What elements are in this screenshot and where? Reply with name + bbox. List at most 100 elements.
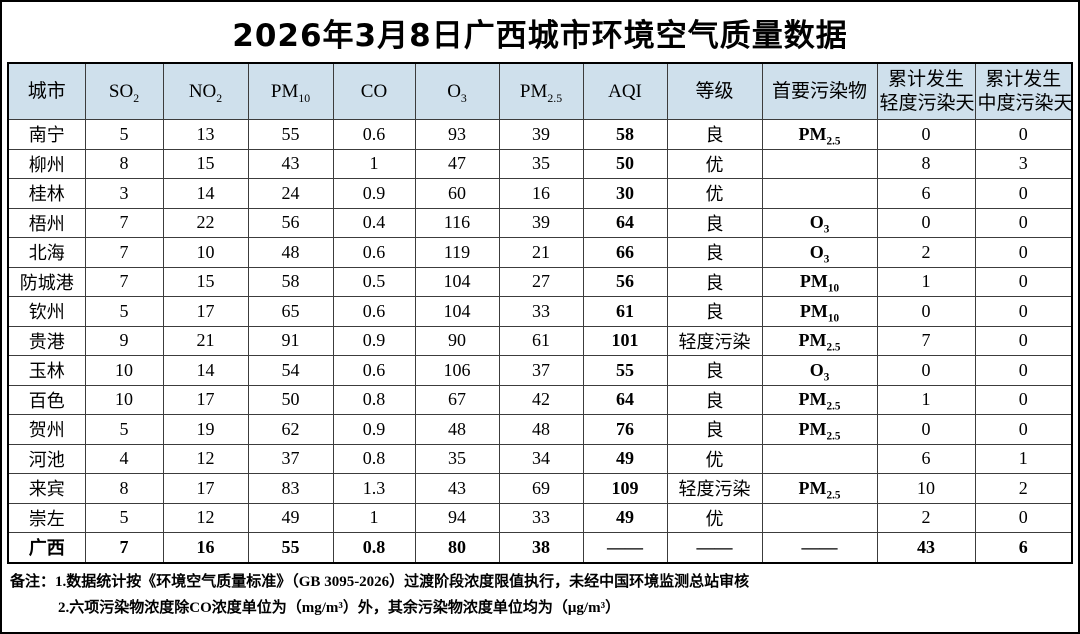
cell-light_days: 2 [876, 237, 976, 268]
cell-aqi: 109 [582, 473, 668, 504]
column-header-3: PM10 [247, 62, 334, 120]
cell-mid_days: 0 [974, 178, 1073, 209]
cell-pm25: 39 [498, 119, 584, 150]
cell-light_days: 1 [876, 384, 976, 415]
cell-city: 桂林 [7, 178, 86, 209]
cell-light_days: 10 [876, 473, 976, 504]
cell-pollutant: PM2.5 [761, 473, 878, 504]
cell-pm25: 37 [498, 355, 584, 386]
cell-city: 北海 [7, 237, 86, 268]
cell-co: 0.4 [332, 207, 416, 238]
cell-pm10: 55 [247, 119, 334, 150]
table-row: 河池 4 12 37 0.8 35 34 49 优 6 1 [7, 443, 1073, 474]
cell-o3: 116 [414, 207, 500, 238]
cell-aqi: 58 [582, 119, 668, 150]
column-header-9: 首要污染物 [761, 62, 878, 120]
column-header-7: AQI [582, 62, 668, 120]
cell-city: 玉林 [7, 355, 86, 386]
cell-light_days: 6 [876, 178, 976, 209]
cell-pollutant: PM2.5 [761, 414, 878, 445]
column-header-5: O3 [414, 62, 500, 120]
cell-co: 0.5 [332, 266, 416, 297]
cell-pm25: 69 [498, 473, 584, 504]
cell-co: 0.8 [332, 384, 416, 415]
cell-grade: 优 [666, 443, 763, 474]
cell-mid_days: 0 [974, 502, 1073, 533]
footnotes: 备注：1.数据统计按《环境空气质量标准》（GB 3095-2026）过渡阶段浓度… [10, 569, 1070, 622]
table-row: 北海 7 10 48 0.6 119 21 66 良 O3 2 0 [7, 237, 1073, 268]
cell-no2: 10 [162, 237, 249, 268]
cell-city: 贺州 [7, 414, 86, 445]
cell-pm25: 33 [498, 502, 584, 533]
cell-grade: 良 [666, 266, 763, 297]
cell-pm25: 34 [498, 443, 584, 474]
cell-o3: 90 [414, 325, 500, 356]
cell-no2: 19 [162, 414, 249, 445]
cell-pollutant [761, 443, 878, 474]
cell-light_days: 8 [876, 148, 976, 179]
table-row: 贵港 9 21 91 0.9 90 61 101 轻度污染 PM2.5 7 0 [7, 325, 1073, 356]
cell-mid_days: 1 [974, 443, 1073, 474]
cell-grade: —— [666, 532, 763, 563]
cell-light_days: 2 [876, 502, 976, 533]
cell-light_days: 0 [876, 414, 976, 445]
cell-grade: 轻度污染 [666, 325, 763, 356]
footnote-line-1: 备注：1.数据统计按《环境空气质量标准》（GB 3095-2026）过渡阶段浓度… [10, 569, 1070, 595]
cell-pm10: 91 [247, 325, 334, 356]
table-body: 南宁 5 13 55 0.6 93 39 58 良 PM2.5 0 0 柳州 8 15 43 1 47 35 50 优 8… [7, 119, 1073, 563]
header-row: 城市 SO2 NO2 PM10 CO O3 PM2.5 AQI 等级 首要污染物 累计发生 轻度污染天… [7, 62, 1073, 120]
cell-pollutant: PM10 [761, 296, 878, 327]
cell-aqi: 55 [582, 355, 668, 386]
cell-pm10: 50 [247, 384, 334, 415]
cell-grade: 良 [666, 414, 763, 445]
cell-grade: 良 [666, 237, 763, 268]
cell-aqi: 76 [582, 414, 668, 445]
cell-grade: 良 [666, 207, 763, 238]
cell-mid_days: 0 [974, 355, 1073, 386]
cell-o3: 43 [414, 473, 500, 504]
cell-city: 广西 [7, 532, 86, 563]
cell-no2: 21 [162, 325, 249, 356]
cell-aqi: 30 [582, 178, 668, 209]
cell-pm10: 24 [247, 178, 334, 209]
cell-no2: 15 [162, 148, 249, 179]
cell-co: 0.6 [332, 119, 416, 150]
cell-pollutant: O3 [761, 237, 878, 268]
cell-mid_days: 0 [974, 207, 1073, 238]
cell-pollutant [761, 148, 878, 179]
cell-mid_days: 3 [974, 148, 1073, 179]
cell-pm10: 62 [247, 414, 334, 445]
cell-grade: 良 [666, 119, 763, 150]
cell-mid_days: 0 [974, 119, 1073, 150]
cell-co: 0.8 [332, 532, 416, 563]
cell-so2: 8 [84, 148, 164, 179]
cell-pm10: 54 [247, 355, 334, 386]
cell-light_days: 0 [876, 119, 976, 150]
cell-pm25: 42 [498, 384, 584, 415]
table-row: 钦州 5 17 65 0.6 104 33 61 良 PM10 0 0 [7, 296, 1073, 327]
cell-grade: 优 [666, 178, 763, 209]
cell-light_days: 7 [876, 325, 976, 356]
cell-light_days: 0 [876, 296, 976, 327]
cell-city: 钦州 [7, 296, 86, 327]
cell-so2: 10 [84, 355, 164, 386]
cell-city: 百色 [7, 384, 86, 415]
column-header-11: 累计发生 中度污染天 [974, 62, 1073, 120]
table-row: 百色 10 17 50 0.8 67 42 64 良 PM2.5 1 0 [7, 384, 1073, 415]
table-row: 防城港 7 15 58 0.5 104 27 56 良 PM10 1 0 [7, 266, 1073, 297]
cell-city: 南宁 [7, 119, 86, 150]
cell-mid_days: 0 [974, 325, 1073, 356]
cell-co: 1 [332, 148, 416, 179]
cell-light_days: 6 [876, 443, 976, 474]
footnote-text-2: 2.六项污染物浓度除CO浓度单位为（mg/m³）外，其余污染物浓度单位均为（μg… [58, 599, 621, 616]
cell-pm25: 27 [498, 266, 584, 297]
cell-so2: 5 [84, 119, 164, 150]
cell-o3: 48 [414, 414, 500, 445]
summary-row: 广西 7 16 55 0.8 80 38 —— —— —— 43 6 [7, 532, 1073, 563]
cell-pm25: 48 [498, 414, 584, 445]
cell-city: 柳州 [7, 148, 86, 179]
cell-so2: 7 [84, 266, 164, 297]
cell-o3: 93 [414, 119, 500, 150]
cell-mid_days: 0 [974, 384, 1073, 415]
cell-so2: 8 [84, 473, 164, 504]
